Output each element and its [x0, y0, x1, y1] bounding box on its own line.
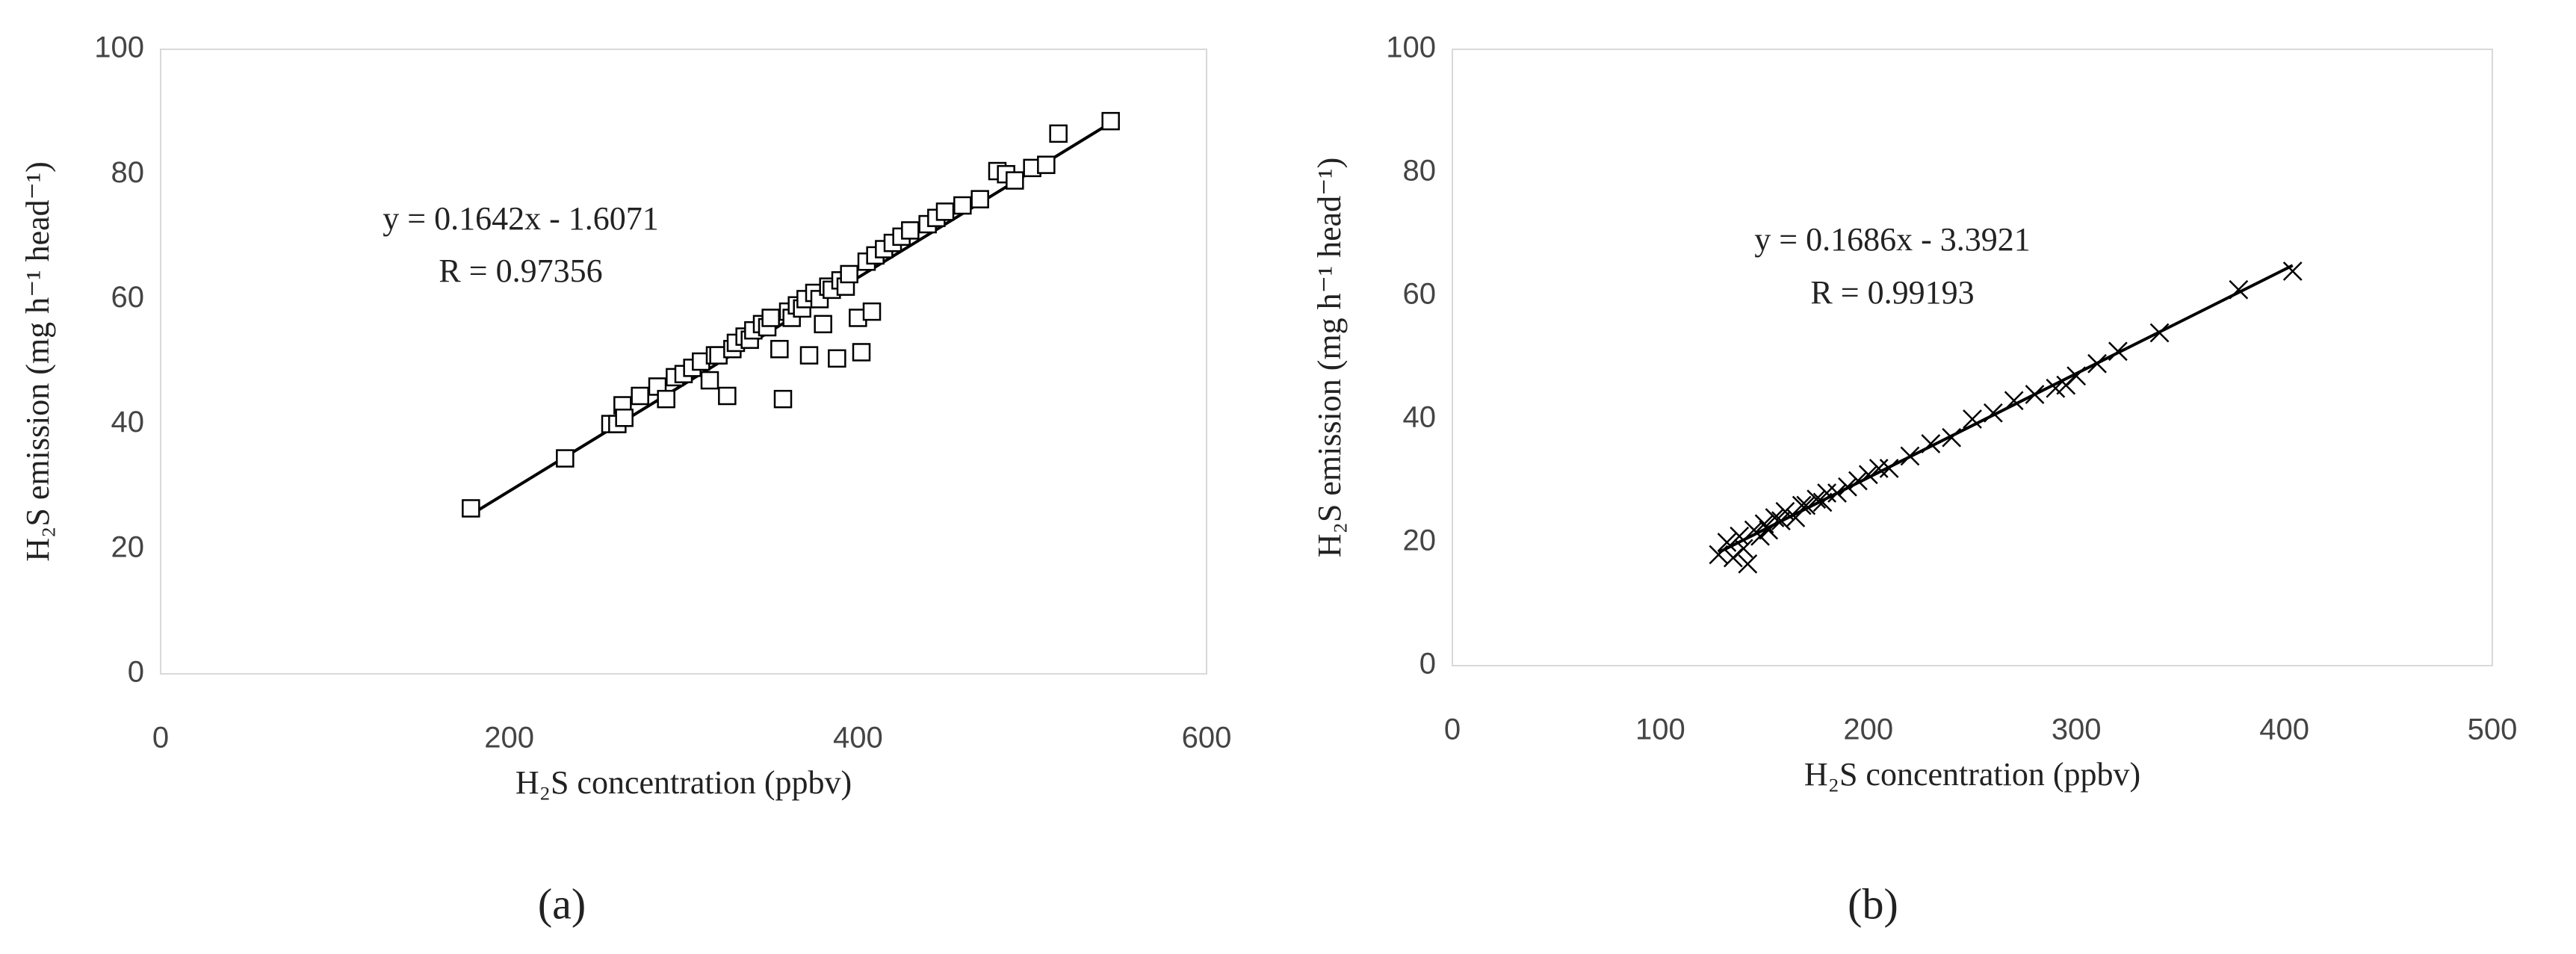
x-tick-label: 100 [1635, 713, 1685, 746]
point [1786, 508, 1806, 527]
point [1827, 483, 1847, 503]
x-tick-label: 0 [1444, 713, 1461, 746]
x-tick-label: 300 [2052, 713, 2102, 746]
plot-frame [160, 49, 1207, 675]
point [901, 221, 920, 240]
y-tick-label: 80 [1403, 155, 1437, 188]
point [2087, 353, 2107, 374]
point [556, 449, 575, 468]
point [1942, 427, 1962, 447]
point [1858, 465, 1878, 485]
point [2282, 261, 2303, 281]
point [953, 196, 972, 215]
point [1921, 434, 1941, 453]
caption: (a) [538, 879, 586, 928]
point [1717, 533, 1737, 552]
x-tick-label: 500 [2468, 713, 2518, 746]
point [1750, 526, 1770, 546]
point [935, 202, 955, 221]
point [1817, 483, 1837, 503]
point [840, 264, 858, 284]
x-tick-label: 400 [2259, 713, 2309, 746]
point [1868, 459, 1889, 478]
point [773, 389, 793, 409]
annotation: y = 0.1642x - 1.6071 [383, 200, 658, 237]
point [1900, 446, 1920, 466]
point [862, 302, 882, 321]
point [2046, 378, 2066, 398]
point [1848, 471, 1868, 491]
point [1049, 124, 1068, 143]
y-tick-label: 20 [1403, 524, 1437, 557]
point [718, 386, 737, 406]
point [1759, 520, 1779, 540]
point [1738, 554, 1758, 574]
point [615, 408, 634, 427]
y-tick-label: 60 [111, 281, 145, 314]
point [1879, 459, 1899, 478]
y-tick-label: 80 [111, 156, 145, 189]
point [852, 343, 871, 362]
point [814, 315, 832, 334]
point [761, 309, 780, 327]
point [631, 386, 649, 406]
point [1754, 514, 1774, 534]
annotation: R = 0.97356 [439, 253, 602, 289]
y-tick-label: 100 [1386, 31, 1436, 64]
point [2066, 366, 2087, 386]
point [1983, 403, 2003, 423]
y-tick-label: 0 [128, 656, 144, 689]
y-axis-label: H₂S emission (mg h⁻¹ head⁻¹) [1311, 158, 1348, 557]
annotation: y = 0.1686x - 3.3921 [1754, 221, 2030, 258]
point [828, 349, 846, 368]
point [1101, 111, 1120, 131]
y-tick-label: 40 [111, 406, 145, 439]
point [2149, 323, 2170, 343]
point [799, 346, 819, 365]
x-axis-label: H₂S concentration (ppbv) [1804, 756, 2140, 793]
point [1796, 495, 1816, 515]
y-axis-label: H₂S emission (mg h⁻¹ head⁻¹) [19, 161, 56, 561]
x-axis-label: H₂S concentration (ppbv) [515, 764, 852, 801]
point [700, 371, 719, 390]
point [970, 190, 989, 208]
y-tick-label: 60 [1403, 278, 1437, 311]
y-tick-label: 20 [111, 530, 145, 563]
point [2025, 385, 2045, 404]
point [1812, 492, 1833, 512]
point [1838, 477, 1857, 497]
point [1037, 155, 1056, 174]
x-tick-label: 600 [1182, 722, 1232, 755]
point [2229, 279, 2249, 300]
y-tick-label: 100 [94, 31, 144, 64]
y-tick-label: 40 [1403, 401, 1437, 434]
point [657, 389, 675, 409]
point [1792, 495, 1812, 515]
plot-frame [1452, 49, 2493, 666]
x-tick-label: 0 [152, 722, 169, 755]
point [770, 340, 789, 359]
x-tick-label: 400 [833, 722, 883, 755]
x-tick-label: 200 [1843, 713, 1893, 746]
annotation: R = 0.99193 [1810, 274, 1974, 311]
point [462, 499, 480, 518]
caption: (b) [1848, 879, 1898, 928]
x-tick-label: 200 [484, 722, 534, 755]
point [2004, 391, 2024, 411]
point [1730, 526, 1750, 546]
point [1775, 501, 1795, 521]
point [1963, 409, 1982, 429]
point [2108, 341, 2128, 362]
point [1006, 171, 1024, 190]
y-tick-label: 0 [1419, 648, 1436, 681]
point [1765, 508, 1785, 527]
point [1733, 539, 1753, 559]
point [1806, 489, 1827, 509]
